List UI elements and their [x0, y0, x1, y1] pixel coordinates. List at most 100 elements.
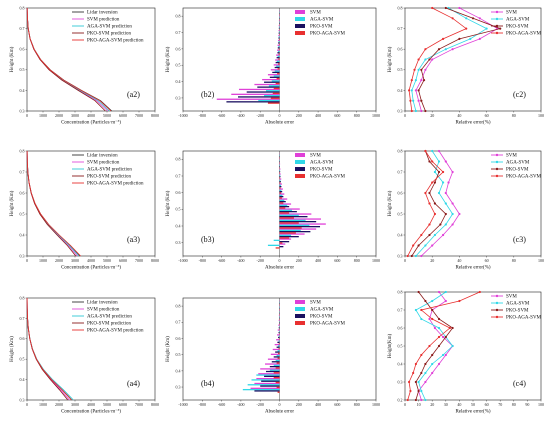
bar	[273, 377, 280, 379]
data-point	[414, 398, 417, 402]
bar	[278, 335, 280, 337]
bar	[273, 87, 280, 90]
bar	[279, 181, 281, 183]
legend-label: PKO-SVM	[506, 168, 529, 173]
x-tick-label: 40	[457, 402, 461, 407]
data-point	[465, 27, 468, 30]
bar	[278, 34, 280, 37]
bar	[279, 163, 281, 165]
x-tick-label: 7000	[135, 113, 143, 118]
data-point	[451, 170, 454, 174]
bar	[278, 20, 280, 22]
x-axis-label: Absolute error	[265, 410, 294, 415]
x-axis-label: Concentration (Particles·m⁻³)	[61, 120, 121, 126]
legend-marker	[495, 160, 499, 164]
legend-label: PKO-AGA-SVM	[310, 175, 346, 180]
data-point	[412, 244, 415, 247]
data-point	[471, 17, 475, 20]
bar	[272, 348, 280, 351]
bar	[254, 382, 280, 385]
bar	[270, 353, 280, 355]
x-tick-label: -400	[237, 258, 244, 263]
x-tick-label: 400	[315, 113, 321, 118]
panel-label: (c4)	[513, 379, 526, 388]
data-point	[444, 223, 447, 226]
bar	[279, 231, 311, 233]
x-tick-label: 2000	[55, 113, 63, 118]
data-point	[437, 344, 441, 348]
bar	[278, 332, 280, 334]
series-line-0	[26, 297, 73, 401]
data-point	[417, 99, 420, 102]
series-line-2	[26, 297, 74, 401]
x-axis-label: Absolute error	[265, 121, 294, 126]
data-point	[410, 254, 413, 258]
bar	[279, 216, 308, 218]
legend-swatch	[295, 321, 305, 325]
data-point	[424, 398, 427, 402]
legend-label: PKO-SVM	[310, 25, 333, 30]
data-point	[499, 27, 502, 30]
legend-label: PKO-AGA-SVM	[506, 32, 542, 37]
bar	[278, 41, 280, 43]
bar	[273, 239, 280, 241]
x-tick-label: 8000	[151, 258, 159, 263]
bar	[264, 81, 280, 83]
legend-label: SVM	[506, 295, 517, 300]
data-point	[412, 99, 415, 102]
y-tick-label: 0.8	[398, 148, 403, 153]
y-tick-label: 0.3	[398, 379, 403, 384]
data-point	[424, 58, 427, 61]
legend-label: AGA-SVM prediction	[87, 25, 132, 30]
data-point	[407, 380, 411, 384]
data-point	[420, 353, 423, 357]
bar	[274, 66, 280, 69]
bar	[277, 49, 280, 51]
data-point	[417, 89, 420, 92]
x-tick-label: 60	[485, 113, 489, 118]
y-tick-label: 0.5	[398, 211, 403, 216]
data-point	[451, 202, 454, 205]
y-tick-label: 0.4	[398, 88, 403, 93]
bar	[273, 356, 280, 358]
legend-swatch	[295, 10, 305, 14]
bar	[279, 197, 282, 199]
data-point	[433, 181, 437, 184]
data-point	[444, 6, 447, 10]
data-point	[410, 109, 413, 113]
bar	[278, 43, 280, 45]
legend-label: AGA-SVM	[506, 18, 530, 23]
series-line-0	[415, 7, 499, 112]
data-point	[424, 191, 427, 195]
legend-label: SVM prediction	[87, 308, 120, 313]
y-tick-label: 0.7	[176, 30, 181, 35]
plot-frame	[404, 150, 542, 257]
x-tick-label: 1000	[39, 402, 47, 407]
data-point	[458, 37, 461, 41]
data-point	[451, 17, 454, 20]
bar	[275, 359, 280, 362]
bar	[267, 244, 280, 246]
data-point	[437, 48, 441, 51]
bar	[278, 338, 280, 340]
data-point	[420, 233, 423, 237]
y-axis-label: Height(Km)	[388, 333, 393, 358]
data-point	[431, 181, 434, 184]
data-point	[406, 254, 409, 258]
bar	[279, 202, 284, 204]
y-tick-label: 0.7	[20, 316, 25, 321]
legend-label: SVM	[506, 154, 517, 159]
legend-label: PKO-SVM	[506, 25, 529, 30]
data-point	[431, 6, 434, 10]
legend-label: PKO-SVM	[310, 315, 333, 320]
x-tick-label: 0	[279, 113, 281, 118]
bar	[279, 206, 290, 208]
x-tick-label: 80	[512, 402, 516, 407]
x-tick-label: -600	[218, 258, 225, 263]
bar	[279, 238, 292, 240]
data-point	[414, 109, 417, 113]
bar	[277, 350, 280, 352]
legend-marker	[495, 294, 499, 298]
y-tick-label: 0.2	[398, 397, 403, 402]
bar	[279, 176, 281, 178]
